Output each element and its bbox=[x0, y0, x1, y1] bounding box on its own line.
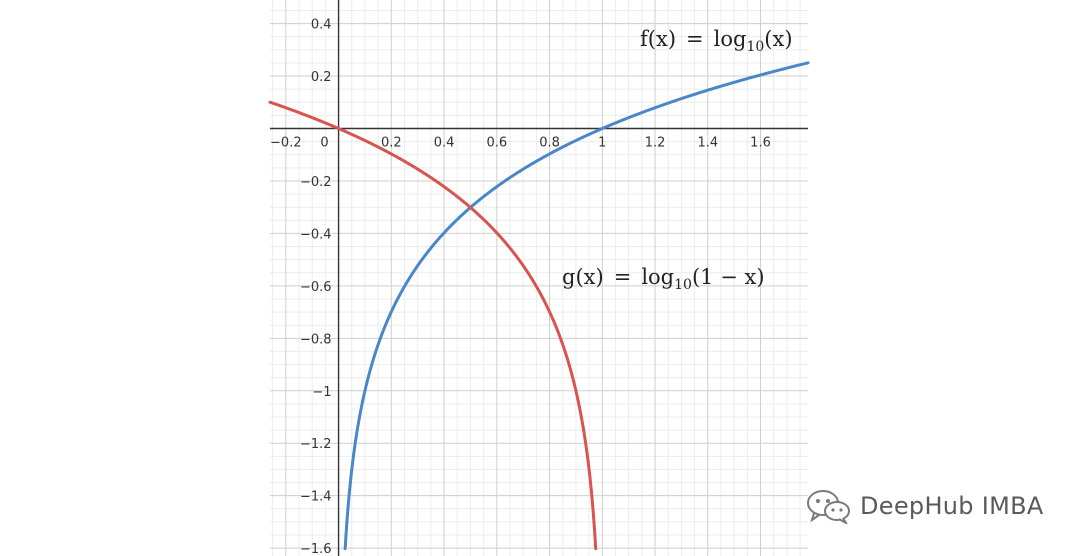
y-tick-label: −1.2 bbox=[300, 437, 332, 452]
f-equation-label: f(x) = log10(x) bbox=[640, 27, 793, 55]
y-tick-label: −0.4 bbox=[300, 227, 332, 242]
y-tick-label: −0.8 bbox=[300, 332, 332, 347]
axes bbox=[270, 0, 808, 556]
x-tick-label: 1.4 bbox=[697, 136, 718, 151]
watermark-text: DeepHub IMBA bbox=[860, 492, 1044, 520]
y-tick-label: −0.2 bbox=[300, 175, 332, 190]
f-curve bbox=[343, 61, 810, 551]
watermark: DeepHub IMBA bbox=[806, 488, 1044, 524]
wechat-icon bbox=[806, 488, 852, 524]
g-equation-label: g(x) = log10(1 − x) bbox=[562, 265, 765, 293]
x-tick-label: 1 bbox=[598, 136, 606, 151]
y-tick-label: −0.6 bbox=[300, 280, 332, 295]
x-tick-label: 1.2 bbox=[645, 136, 666, 151]
g-curve bbox=[268, 100, 598, 551]
minor-grid bbox=[270, 0, 808, 556]
curves bbox=[268, 61, 810, 551]
x-tick-label: 1.6 bbox=[750, 136, 771, 151]
x-tick-label: 0.2 bbox=[381, 136, 402, 151]
x-tick-label: 0 bbox=[320, 136, 328, 151]
x-tick-label: 0.6 bbox=[486, 136, 507, 151]
y-tick-label: −1 bbox=[312, 385, 331, 400]
y-tick-label: 0.2 bbox=[311, 70, 332, 85]
major-grid bbox=[270, 0, 808, 556]
x-tick-label: 0.4 bbox=[434, 136, 455, 151]
x-tick-label: 0.8 bbox=[539, 136, 560, 151]
y-tick-label: −1.4 bbox=[300, 490, 332, 505]
y-tick-label: 0.4 bbox=[311, 18, 332, 33]
x-tick-label: −0.2 bbox=[270, 136, 302, 151]
tick-labels: −0.2 0 0.2 0.4 0.6 0.8 1 1.2 1.4 1.6 0.4 0.2 −0.2 −0.… bbox=[270, 18, 771, 556]
y-tick-label: −1.6 bbox=[300, 542, 332, 556]
